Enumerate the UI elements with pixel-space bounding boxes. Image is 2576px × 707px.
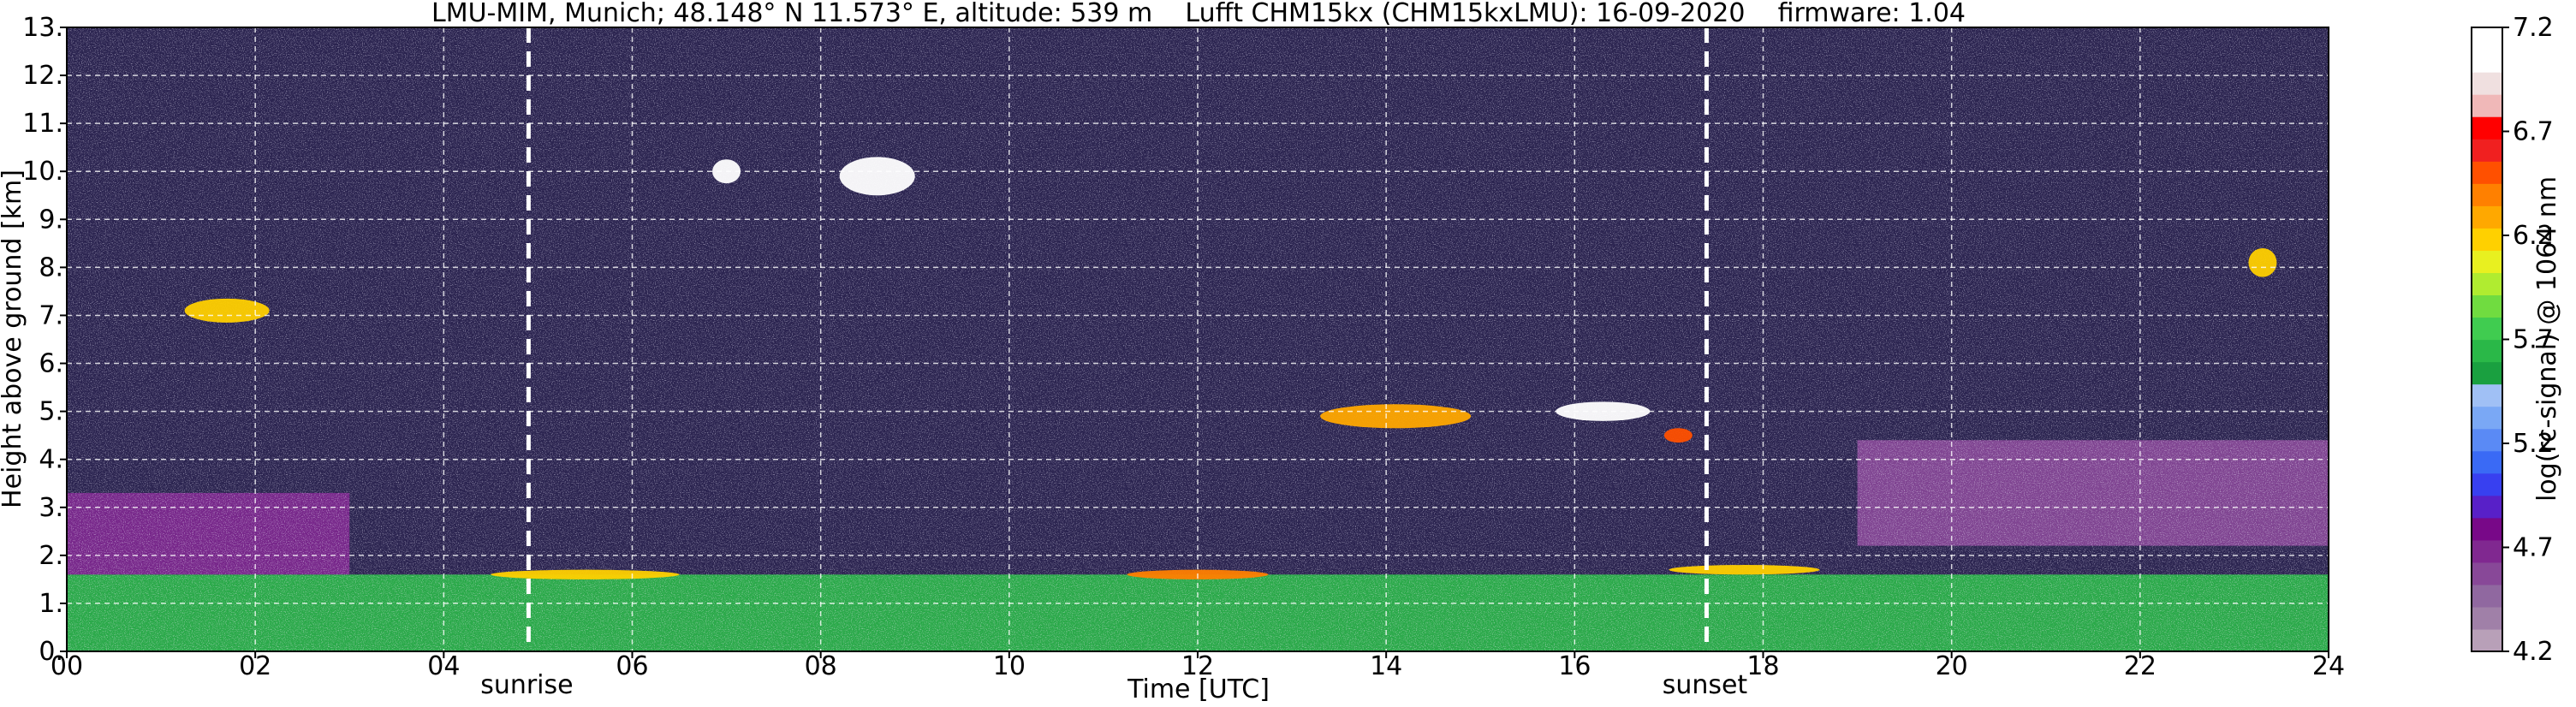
y-tick-label: 13. bbox=[22, 13, 63, 43]
x-tick-label: 10 bbox=[993, 651, 1026, 681]
colorbar-segment bbox=[2472, 27, 2502, 50]
y-axis-ticks: 0. 1. 2. 3. 4. 5. 6. 7. 8. 9. 10. 11. 12. 13. bbox=[22, 13, 67, 667]
colorbar-segment bbox=[2472, 183, 2502, 206]
colorbar-segment bbox=[2472, 317, 2502, 341]
x-tick-label: 14 bbox=[1370, 651, 1402, 681]
y-tick-label: 4. bbox=[39, 445, 63, 475]
colorbar-segment bbox=[2472, 139, 2502, 162]
cloud-feature bbox=[184, 298, 270, 323]
colorbar-segment bbox=[2472, 339, 2502, 363]
colorbar-ticks: 4.2 4.7 5.2 5.7 6.2 6.7 7.2 bbox=[2502, 13, 2554, 667]
x-tick-label: 16 bbox=[1558, 651, 1591, 681]
x-tick-label: 20 bbox=[1936, 651, 1968, 681]
y-tick-label: 6. bbox=[39, 349, 63, 379]
plot-area bbox=[67, 27, 2329, 651]
cloud-feature bbox=[1663, 428, 1693, 443]
y-tick-label: 5. bbox=[39, 397, 63, 427]
cloud-feature bbox=[2248, 247, 2277, 277]
colorbar-segment bbox=[2472, 294, 2502, 318]
colorbar-segment bbox=[2472, 539, 2502, 563]
x-tick-label: 18 bbox=[1746, 651, 1779, 681]
cloud-feature bbox=[1669, 565, 1820, 575]
colorbar-segment bbox=[2472, 50, 2502, 73]
colorbar-tick-label: 4.2 bbox=[2513, 637, 2554, 667]
colorbar-segment bbox=[2472, 272, 2502, 296]
x-tick-label: 04 bbox=[427, 651, 460, 681]
grid bbox=[67, 27, 2329, 651]
cloud-feature bbox=[1320, 404, 1472, 429]
x-tick-label: 24 bbox=[2312, 651, 2345, 681]
y-axis-label: Height above ground [km] bbox=[0, 169, 27, 508]
x-axis-label: Time [UTC] bbox=[1127, 674, 1270, 704]
y-tick-label: 12. bbox=[22, 61, 63, 91]
y-tick-label: 7. bbox=[39, 300, 63, 330]
y-tick-label: 2. bbox=[39, 541, 63, 571]
colorbar-tick-label: 5.7 bbox=[2513, 325, 2554, 355]
colorbar-tick-label: 7.2 bbox=[2513, 13, 2554, 43]
y-tick-label: 11. bbox=[22, 109, 63, 139]
colorbar-segment bbox=[2472, 94, 2502, 117]
colorbar-segment bbox=[2472, 584, 2502, 608]
colorbar-segment bbox=[2472, 428, 2502, 452]
colorbar-segment bbox=[2472, 205, 2502, 229]
colorbar-label: log(rc-signal) @ 1064 nm bbox=[2532, 176, 2562, 502]
colorbar bbox=[2472, 27, 2502, 652]
colorbar-segment bbox=[2472, 116, 2502, 140]
y-tick-label: 10. bbox=[22, 157, 63, 187]
x-tick-label: 00 bbox=[51, 651, 83, 681]
y-tick-label: 1. bbox=[39, 589, 63, 619]
chart-title: LMU-MIM, Munich; 48.148° N 11.573° E, al… bbox=[431, 0, 1966, 28]
colorbar-segment bbox=[2472, 472, 2502, 496]
x-tick-label: 02 bbox=[239, 651, 271, 681]
y-tick-label: 9. bbox=[39, 205, 63, 235]
x-tick-label: 22 bbox=[2124, 651, 2157, 681]
colorbar-tick-label: 4.7 bbox=[2513, 533, 2554, 563]
colorbar-segment bbox=[2472, 361, 2502, 385]
cloud-feature bbox=[839, 157, 915, 196]
x-tick-label: 06 bbox=[616, 651, 648, 681]
colorbar-segment bbox=[2472, 517, 2502, 541]
colorbar-segment bbox=[2472, 606, 2502, 630]
y-tick-label: 0. bbox=[39, 637, 63, 667]
colorbar-segment bbox=[2472, 161, 2502, 184]
sun-event-labels: sunrise sunset bbox=[480, 670, 1747, 700]
colorbar-segment bbox=[2472, 228, 2502, 251]
colorbar-tick-label: 6.7 bbox=[2513, 117, 2554, 147]
sunset-label: sunset bbox=[1663, 670, 1748, 700]
sun-event-lines bbox=[526, 27, 1709, 651]
y-tick-label: 8. bbox=[39, 253, 63, 282]
colorbar-segment bbox=[2472, 72, 2502, 95]
x-tick-label: 12 bbox=[1181, 651, 1214, 681]
colorbar-segment bbox=[2472, 495, 2502, 519]
colorbar-segment bbox=[2472, 383, 2502, 407]
x-axis-ticks: 00 02 04 06 08 10 12 14 16 18 20 22 24 bbox=[51, 651, 2345, 681]
cloud-feature bbox=[491, 569, 680, 579]
colorbar-segment bbox=[2472, 250, 2502, 273]
colorbar-segment bbox=[2472, 406, 2502, 430]
colorbar-tick-label: 6.2 bbox=[2513, 221, 2554, 251]
colorbar-segment bbox=[2472, 450, 2502, 474]
colorbar-segment bbox=[2472, 628, 2502, 652]
colorbar-segment bbox=[2472, 561, 2502, 585]
colorbar-tick-label: 5.2 bbox=[2513, 429, 2554, 459]
y-tick-label: 3. bbox=[39, 493, 63, 523]
sunrise-label: sunrise bbox=[480, 670, 573, 700]
x-tick-label: 08 bbox=[805, 651, 837, 681]
